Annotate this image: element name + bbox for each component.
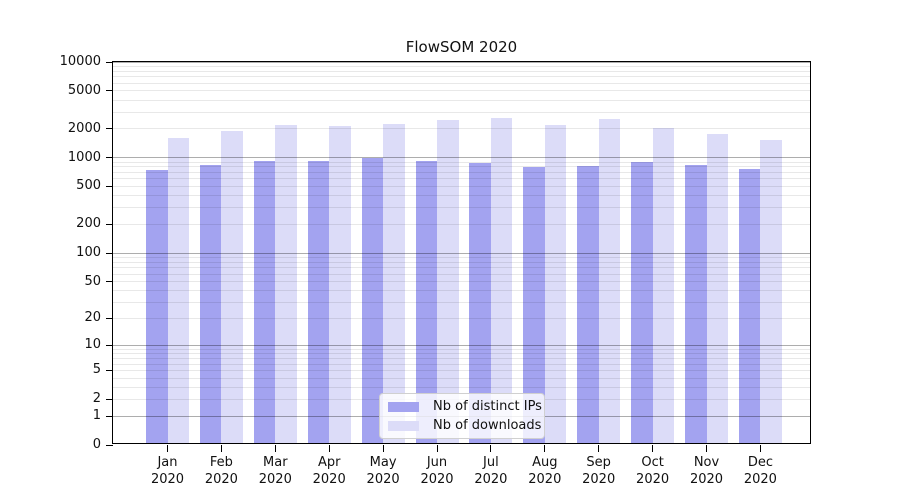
y-tick-10 [106, 344, 113, 346]
y-tick-label-2000: 2000 [67, 120, 101, 136]
x-tick-jul [490, 445, 492, 452]
x-tick-jun [436, 445, 438, 452]
x-tick-label-apr: Apr 2020 [312, 455, 346, 487]
x-tick-may [382, 445, 384, 452]
y-tick-200 [106, 223, 113, 225]
bar-distinct-ips-dec [738, 169, 761, 443]
x-tick-apr [328, 445, 330, 452]
bar-downloads-feb [221, 131, 243, 443]
y-tick-label-500: 500 [76, 178, 101, 194]
y-tick-2000 [106, 128, 113, 130]
x-tick-aug [544, 445, 546, 452]
gridline-10000 [113, 61, 810, 63]
y-tick-label-1000: 1000 [67, 149, 101, 165]
bar-downloads-jan [167, 137, 189, 443]
x-tick-label-oct: Oct 2020 [636, 455, 670, 487]
bar-downloads-jun [437, 120, 459, 443]
bar-downloads-aug [544, 124, 567, 443]
gridline-9000 [113, 65, 810, 67]
x-tick-mar [274, 445, 276, 452]
x-tick-sep [598, 445, 600, 452]
bar-downloads-jul [490, 117, 513, 443]
x-tick-feb [220, 445, 222, 452]
y-tick-label-10: 10 [84, 337, 101, 353]
distinct-ips-swatch-icon [388, 401, 419, 412]
y-tick-20 [106, 317, 113, 319]
plot-area: 0 1 2 5 10 20 50 100 200 500 1000 2000 5000 10000 Jan … [60, 54, 811, 487]
bar-distinct-ips-nov [685, 164, 707, 443]
bar-distinct-ips-jul [469, 162, 491, 443]
y-tick-1 [106, 415, 113, 417]
y-tick-label-10000: 10000 [59, 54, 101, 69]
y-tick-label-2: 2 [92, 391, 101, 407]
legend-label: Nb of distinct IPs [433, 399, 542, 414]
bar-downloads-oct [652, 127, 675, 443]
x-tick-dec [759, 445, 761, 452]
y-tick-label-200: 200 [76, 216, 101, 232]
gridline-5000 [113, 90, 810, 92]
y-tick-2 [106, 398, 113, 400]
bar-downloads-may [383, 124, 405, 443]
gridline-3000 [113, 111, 810, 113]
legend-label: Nb of downloads [433, 418, 542, 433]
legend: Nb of distinct IPs Nb of downloads [379, 393, 545, 439]
chart-title: FlowSOM 2020 [405, 38, 518, 56]
y-tick-label-5: 5 [92, 362, 101, 378]
bar-distinct-ips-mar [253, 160, 276, 443]
bar-distinct-ips-apr [307, 161, 330, 443]
x-tick-label-sep: Sep 2020 [582, 455, 616, 487]
x-tick-label-jul: Jul 2020 [474, 455, 508, 487]
y-tick-100 [106, 252, 113, 254]
gridline-6000 [113, 82, 810, 84]
x-tick-label-may: May 2020 [366, 455, 400, 487]
bar-distinct-ips-may [361, 158, 384, 443]
y-tick-5 [106, 369, 113, 371]
bar-distinct-ips-sep [577, 166, 599, 443]
bar-downloads-dec [760, 140, 782, 443]
x-tick-label-dec: Dec 2020 [743, 455, 777, 487]
x-tick-oct [652, 445, 654, 452]
bar-distinct-ips-jun [415, 161, 437, 443]
y-tick-label-20: 20 [84, 310, 101, 326]
bar-distinct-ips-jan [146, 169, 168, 443]
x-tick-label-nov: Nov 2020 [689, 455, 724, 487]
bar-distinct-ips-feb [199, 164, 222, 443]
x-tick-jan [167, 445, 168, 452]
bar-downloads-apr [329, 126, 351, 443]
gridline-7000 [113, 76, 810, 78]
legend-item-distinct-ips: Nb of distinct IPs [388, 399, 542, 414]
y-tick-label-0: 0 [92, 437, 101, 452]
x-tick-label-jan: Jan 2020 [150, 455, 185, 487]
y-tick-500 [106, 185, 113, 187]
bar-distinct-ips-aug [523, 167, 545, 443]
x-tick-nov [706, 445, 707, 452]
bar-downloads-mar [275, 125, 297, 443]
y-tick-label-1: 1 [92, 408, 101, 424]
x-tick-label-feb: Feb 2020 [204, 455, 238, 487]
bar-distinct-ips-oct [631, 162, 653, 443]
y-tick-1000 [106, 157, 113, 159]
gridline-4000 [113, 99, 810, 101]
y-tick-label-50: 50 [84, 273, 101, 289]
gridline-1000 [113, 157, 810, 159]
y-tick-5000 [106, 90, 113, 92]
gridline-900 [113, 161, 810, 163]
y-tick-10000 [106, 61, 113, 63]
y-tick-0 [106, 444, 113, 446]
y-tick-label-100: 100 [76, 245, 101, 261]
x-tick-label-aug: Aug 2020 [528, 455, 562, 487]
x-tick-label-jun: Jun 2020 [420, 455, 454, 487]
downloads-swatch-icon [388, 420, 419, 431]
y-tick-label-5000: 5000 [67, 82, 101, 98]
gridline-8000 [113, 70, 810, 72]
bar-downloads-sep [598, 119, 621, 443]
x-tick-label-mar: Mar 2020 [258, 455, 292, 487]
bar-downloads-nov [706, 133, 728, 443]
legend-item-downloads: Nb of downloads [388, 418, 541, 433]
y-tick-50 [106, 281, 113, 282]
gridline-2000 [113, 128, 810, 130]
